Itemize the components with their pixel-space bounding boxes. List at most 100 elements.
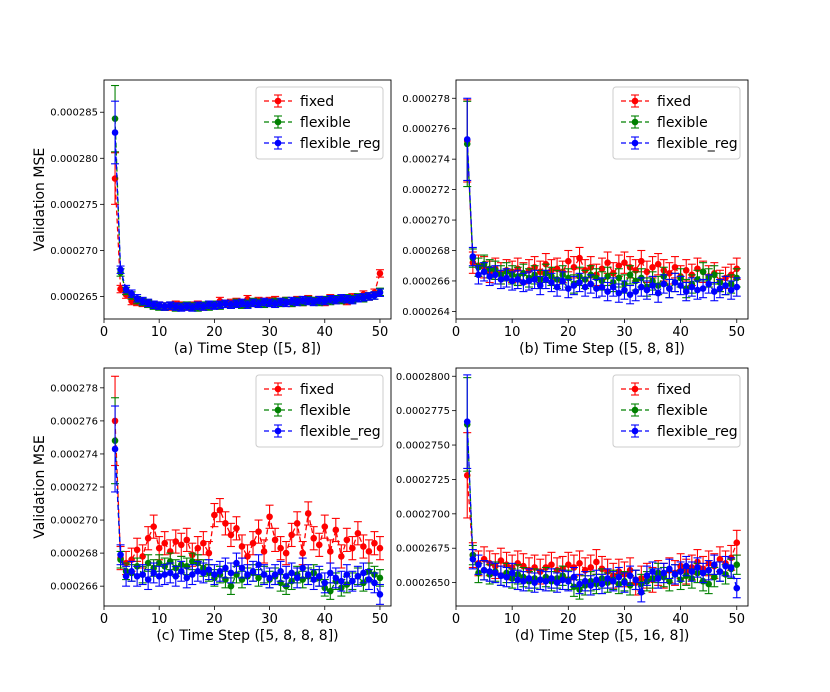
y-tick-label: 0.000268 [402,246,450,257]
data-point [338,294,345,302]
legend-marker [274,385,282,393]
data-point [492,569,499,577]
data-point [649,568,656,575]
y-tick-label: 0.0002675 [396,544,450,555]
legend-entry-flexible_reg: flexible_reg [264,424,381,440]
data-point [365,548,373,555]
data-point [615,262,623,270]
data-point [508,277,516,285]
y-tick-label: 0.0002775 [396,406,450,417]
series-flexible_reg [111,100,384,312]
data-point [155,544,163,552]
data-point [371,539,378,547]
data-point [299,296,306,304]
data-point [321,579,329,587]
data-point [172,538,180,545]
data-point [559,277,566,285]
legend: fixed flexible flexible_reg [612,374,741,448]
data-point [166,302,174,309]
axes-frame [455,367,749,607]
data-point [133,572,141,580]
data-point [310,576,318,583]
data-point [233,300,240,308]
data-point [531,579,538,586]
x-tick-label: 20 [560,325,577,340]
x-tick-label: 10 [504,612,521,627]
legend-marker [274,139,282,147]
data-point [615,573,623,581]
legend-label: fixed [657,382,691,398]
data-point [621,286,628,294]
data-point [643,572,651,580]
data-point [315,572,323,580]
data-point [593,558,600,566]
data-point [365,576,373,583]
data-point [520,577,527,585]
legend-marker [274,97,282,105]
data-point [682,288,690,295]
data-point [376,270,384,277]
data-point [227,569,235,577]
data-point [503,573,510,581]
data-point [343,536,351,544]
data-point [376,289,384,297]
data-point [111,129,119,136]
data-point [155,572,163,580]
data-point [682,562,690,570]
data-point [244,553,251,560]
legend-label: flexible_reg [300,424,381,440]
legend-entry-flexible: flexible [264,403,351,419]
data-point [576,279,583,286]
y-tick-label: 0.0002650 [396,578,450,589]
series-line [114,178,381,308]
data-point [139,553,146,560]
data-point [733,561,741,569]
data-point [326,587,334,595]
data-point [354,572,362,580]
data-point [271,571,279,578]
data-point [304,297,312,305]
data-point [299,564,306,572]
y-tick-label: 0.000280 [50,154,98,165]
data-point [133,294,141,302]
data-point [694,286,701,294]
data-point [277,298,284,306]
plot-area [111,84,384,312]
y-tick-label: 0.0002800 [396,372,450,383]
legend-marker [631,118,639,126]
legend-entry-flexible_reg: flexible_reg [621,424,738,440]
data-point [587,564,595,571]
data-point [177,304,185,311]
legend-marker [631,427,639,435]
data-point [570,282,578,289]
data-point [716,555,724,563]
data-point [371,579,378,587]
data-point [598,580,606,588]
data-point [194,567,202,575]
data-point [576,254,583,262]
data-point [211,511,218,519]
data-point [626,291,634,298]
data-point [128,567,135,575]
data-point [486,273,493,280]
data-point [638,283,645,291]
data-point [694,564,701,571]
data-point [376,591,384,598]
data-point [354,294,362,302]
data-point [727,564,735,571]
y-tick-label: 0.000285 [50,108,98,119]
y-tick-label: 0.000270 [402,216,450,227]
data-point [587,582,595,589]
legend-frame [612,374,741,448]
data-point [492,271,499,279]
data-point [615,274,623,282]
data-point [638,257,645,265]
data-point [705,280,712,288]
y-tick-label: 0.000276 [402,124,450,135]
data-point [266,574,273,582]
data-point [581,577,589,585]
y-tick-label: 0.000272 [402,185,450,196]
data-point [536,282,544,289]
data-point [227,582,235,590]
data-point [304,510,312,517]
